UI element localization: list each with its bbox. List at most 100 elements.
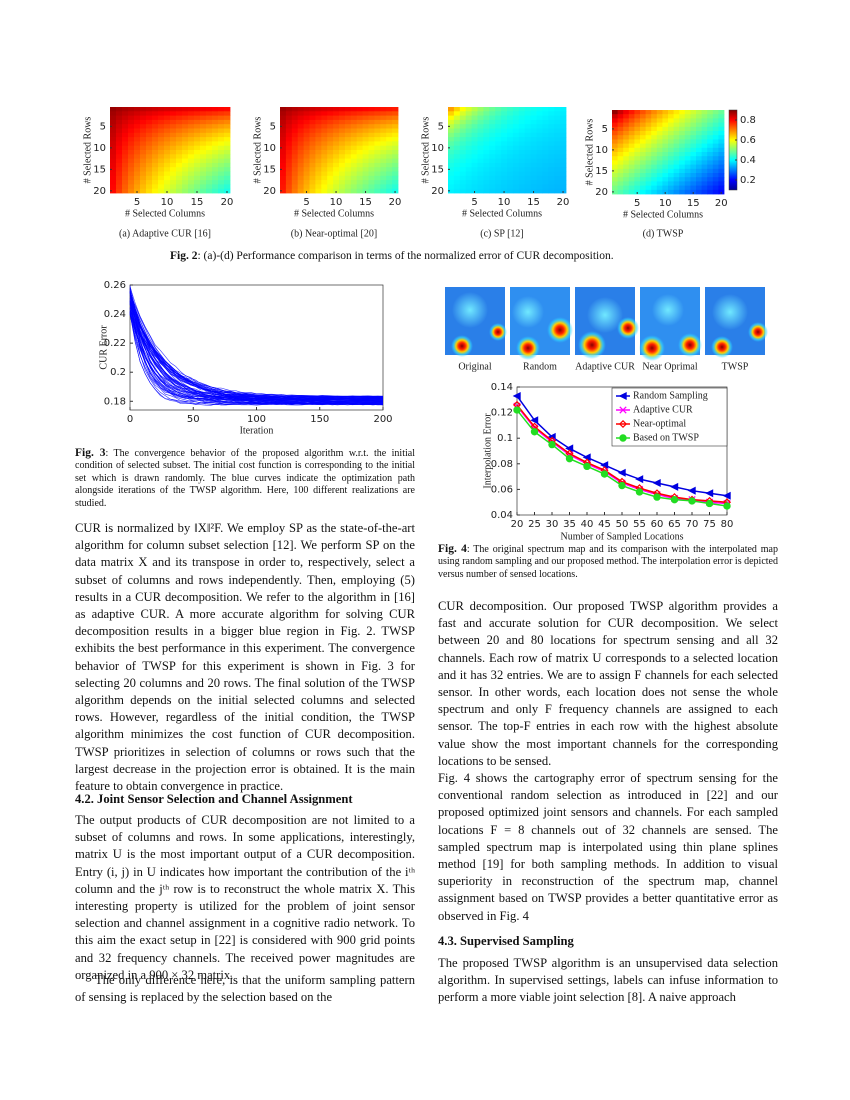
heatmap-cell [344,137,352,142]
x-tick-label: 10 [659,198,672,209]
heatmap-cell [530,107,537,112]
heatmap-cell [701,114,708,119]
heatmap-cell [524,137,531,142]
heatmap-cell [495,150,502,155]
heatmap-cell [628,181,635,186]
heatmap-cell [218,145,225,151]
heatmap-cell [176,150,183,155]
heatmap-cell [194,137,201,142]
heatmap-cell [459,141,467,147]
heatmap-cell [684,173,691,178]
heatmap-cell [623,168,630,174]
heatmap-cell [280,132,287,138]
heatmap-cell [662,122,669,128]
heatmap-cell [640,118,646,123]
heatmap-cell [554,175,561,181]
heatmap-cell [339,175,346,181]
heatmap-cell [640,147,646,153]
heatmap-cell [321,150,328,155]
heatmap-cell [200,158,207,164]
heatmap-cell [718,160,725,165]
heatmap-cell [489,124,496,129]
heatmap-cell [489,137,496,142]
heatmap-cell [673,147,680,153]
heatmap-cell [471,115,478,121]
heatmap-cell [392,145,399,151]
heatmap-cell [640,160,646,165]
heatmap-cell [291,167,299,172]
heatmap-cell [634,168,641,174]
heatmap-cell [176,175,183,181]
x-tick-label: 200 [373,414,392,425]
heatmap-cell [554,180,561,185]
heatmap-cell [374,154,381,159]
heatmap-cell [718,131,725,136]
heatmap-cell [350,158,358,164]
heatmap-cell [350,162,358,168]
heatmap-cell [291,145,299,151]
heatmap-cell [224,184,231,190]
heatmap-cell [623,185,630,191]
heatmap-cell [362,141,369,147]
heatmap-cell [612,114,618,119]
heatmap-cell [471,119,478,125]
heatmap-cell [465,175,472,181]
heatmap-cell [285,124,293,129]
heatmap-cell [524,162,531,168]
heatmap-cell [285,180,293,185]
heatmap-cell [640,164,646,170]
heatmap-cell [518,162,526,168]
heatmap-cell [662,147,669,153]
heatmap-cell [477,132,484,138]
heatmap-cell [459,132,467,138]
y-tick-label: 15 [595,166,608,177]
heatmap-cell [465,188,472,194]
heatmap-cell [718,118,725,123]
heatmap-cell [524,132,531,138]
heatmap-cell [146,188,153,194]
heatmap-cell [518,141,526,147]
heatmap-cell [116,154,123,159]
heatmap-cell [321,111,328,116]
heatmap-cell [483,145,490,151]
heatmap-cell [712,152,719,157]
heatmap-cell [333,119,340,125]
heatmap-cell [280,154,287,159]
heatmap-cell [134,124,141,129]
heatmap-cell [116,150,123,155]
heatmap-cell [362,167,369,172]
heatmap-cell [684,122,691,128]
heatmap-cell [459,137,467,142]
heatmap-cell [560,107,567,112]
heatmap-cell [182,188,189,194]
heatmap-cell [495,167,502,172]
heatmap-cell [128,124,135,129]
heatmap-cell [200,119,207,125]
map-label: Adaptive CUR [575,361,635,372]
heatmap-cell [280,141,287,147]
convergence-curve [129,294,384,400]
heatmap-cell [471,111,478,116]
heatmap-cell [303,175,310,181]
heatmap-cell [134,154,141,159]
marker [600,470,609,478]
heatmap-cell [645,114,652,119]
heatmap-cell [501,145,508,151]
heatmap-cell [501,184,508,190]
heatmap-cell [188,137,195,142]
heatmap-cell [146,111,153,116]
heatmap-cell [344,119,352,125]
heatmap-cell [140,124,147,129]
heatmap-cell [374,111,381,116]
heatmap-cell [548,175,555,181]
heatmap-cell [158,154,165,159]
heatmap-cell [224,158,231,164]
heatmap-cell [327,154,334,159]
heatmap-cell [344,175,352,181]
heatmap-cell [623,143,630,149]
heatmap-cell [350,154,358,159]
heatmap-cell [158,111,165,116]
heatmap-cell [712,131,719,136]
heatmap-cell [542,137,549,142]
subfigure-caption: (c) SP [12] [480,228,524,239]
